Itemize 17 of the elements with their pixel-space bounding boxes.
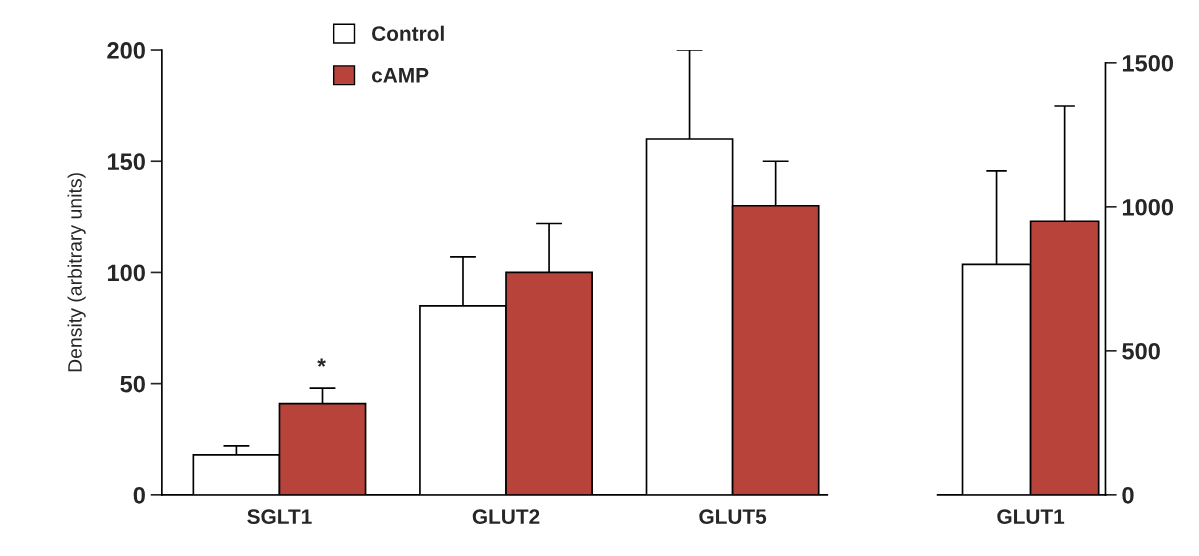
x-tick-label: GLUT2 <box>472 509 540 525</box>
legend-label: Control <box>372 25 444 41</box>
y-tick-label: 150 <box>107 153 145 171</box>
x-tick-label: GLUT1 <box>997 509 1065 525</box>
x-tick-label: GLUT5 <box>699 509 767 525</box>
y2-tick-label: 1500 <box>1122 54 1174 72</box>
y2-tick-label: 500 <box>1122 342 1160 360</box>
y-axis-title: Density (arbitrary units) <box>67 173 86 372</box>
y-tick-label: 100 <box>107 264 145 282</box>
annotation: * <box>317 358 326 367</box>
y-tick-label: 200 <box>107 42 145 59</box>
x-tick-label: SGLT1 <box>247 509 312 525</box>
y-tick-label: 0 <box>133 486 145 504</box>
y2-tick-label: 0 <box>1122 486 1134 504</box>
y2-tick-label: 1000 <box>1122 198 1174 216</box>
legend-label: cAMP <box>371 68 429 83</box>
y-tick-label: 50 <box>120 375 145 393</box>
